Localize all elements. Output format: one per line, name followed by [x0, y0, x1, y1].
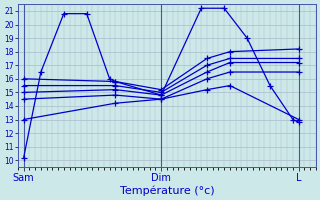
X-axis label: Température (°c): Température (°c): [120, 185, 214, 196]
